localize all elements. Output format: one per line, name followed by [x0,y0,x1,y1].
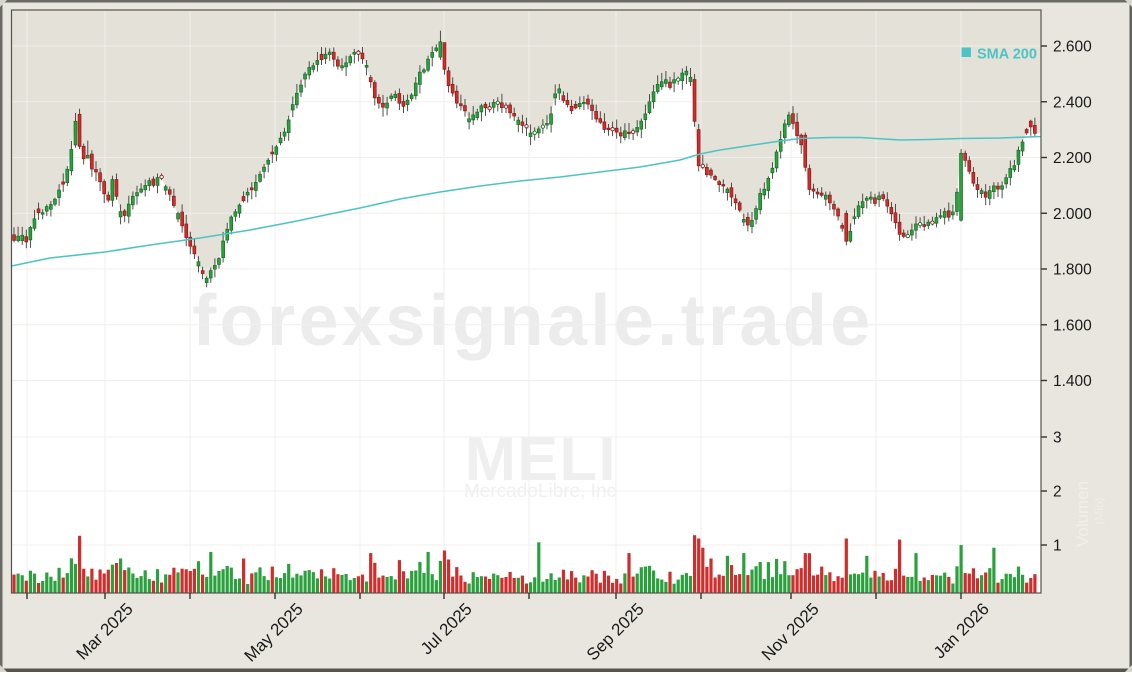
svg-text:1.800: 1.800 [1053,262,1092,279]
svg-text:1: 1 [1053,538,1062,555]
svg-text:2.200: 2.200 [1053,150,1092,167]
svg-text:3: 3 [1053,430,1062,447]
svg-text:1.600: 1.600 [1053,317,1092,334]
svg-text:Volumen: Volumen [1073,481,1092,547]
svg-text:SMA 200: SMA 200 [977,47,1037,63]
svg-text:1.400: 1.400 [1053,373,1092,390]
svg-text:2.400: 2.400 [1053,94,1092,111]
svg-text:forexsignale.trade: forexsignale.trade [192,281,873,361]
svg-text:2.600: 2.600 [1053,39,1092,56]
svg-text:2: 2 [1053,484,1062,501]
svg-text:(Mio): (Mio) [1092,497,1106,524]
svg-text:2.000: 2.000 [1053,206,1092,223]
